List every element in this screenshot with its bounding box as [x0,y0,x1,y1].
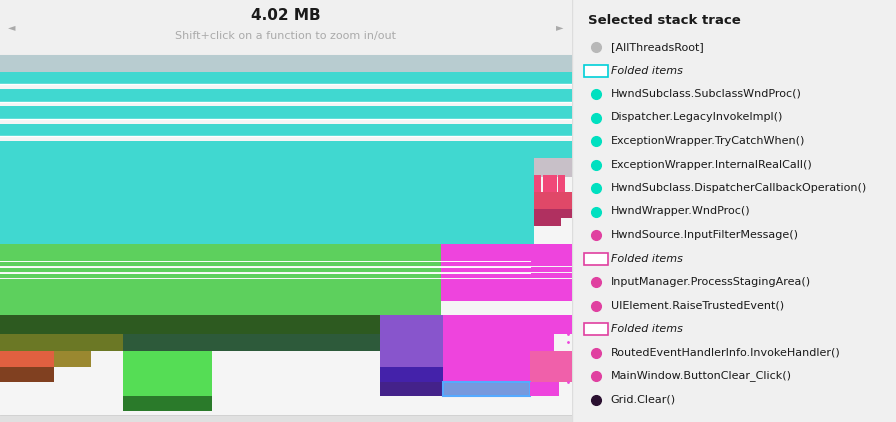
Bar [442,261,530,266]
Bar [380,315,443,333]
Bar [0,315,380,333]
Text: ◄: ◄ [8,22,15,32]
Bar [443,381,530,396]
Bar [0,273,442,279]
Text: Folded items: Folded items [610,324,683,334]
Bar [443,351,530,367]
Bar [535,192,572,211]
Bar [558,175,564,192]
Bar [123,351,211,367]
Bar [0,333,123,351]
Bar [443,367,530,381]
Bar [530,267,572,272]
Bar [0,261,442,266]
Text: HwndSubclass.SubclassWndProc(): HwndSubclass.SubclassWndProc() [610,89,801,99]
Bar [0,0,572,55]
Bar [0,55,572,415]
Bar [123,396,211,411]
Text: Folded items: Folded items [610,254,683,263]
Bar [442,243,572,264]
Text: ExceptionWrapper.TryCatchWhen(): ExceptionWrapper.TryCatchWhen() [610,136,805,146]
Bar [530,367,572,381]
Bar [530,273,572,279]
Bar [442,267,530,272]
Text: 4.02 MB: 4.02 MB [251,8,321,24]
Text: HwndSubclass.DispatcherCallbackOperation(): HwndSubclass.DispatcherCallbackOperation… [610,183,866,193]
Bar [0,267,442,272]
Bar [0,106,572,119]
Bar [530,333,547,351]
Bar [530,381,559,396]
Text: Dispatcher.LegacyInvokeImpl(): Dispatcher.LegacyInvokeImpl() [610,113,783,122]
Text: ExceptionWrapper.InternalRealCall(): ExceptionWrapper.InternalRealCall() [610,160,813,170]
Bar [535,158,572,177]
Text: ►: ► [556,22,564,32]
Text: Folded items: Folded items [610,65,683,76]
Bar [0,55,572,72]
Bar [443,333,530,351]
Bar [584,323,607,335]
Bar [530,333,555,351]
Bar [0,351,55,367]
Text: RoutedEventHandlerInfo.InvokeHandler(): RoutedEventHandlerInfo.InvokeHandler() [610,347,840,357]
Bar [380,333,443,351]
Bar [0,227,535,243]
Bar [55,351,91,367]
Text: Grid.Clear(): Grid.Clear() [610,395,676,405]
Bar [535,209,550,227]
Bar [443,315,572,333]
Bar [0,89,572,102]
Bar [0,415,572,422]
Text: Selected stack trace: Selected stack trace [588,14,741,27]
Bar [530,333,538,351]
Bar [543,175,550,192]
Bar [0,124,572,136]
Bar [0,141,572,160]
Bar [0,209,535,227]
Bar [380,381,443,396]
Bar [584,252,607,265]
Bar [123,333,380,351]
Text: InputManager.ProcessStagingArea(): InputManager.ProcessStagingArea() [610,277,811,287]
Bar [380,351,443,370]
Bar [380,367,443,381]
Bar [584,65,607,76]
Text: HwndWrapper.WndProc(): HwndWrapper.WndProc() [610,206,750,216]
Bar [0,175,535,192]
Bar [550,209,562,227]
Text: [AllThreadsRoot]: [AllThreadsRoot] [610,42,703,52]
Bar [123,367,211,381]
Bar [535,209,572,218]
Text: UIElement.RaiseTrustedEvent(): UIElement.RaiseTrustedEvent() [610,300,784,311]
Bar [0,158,535,177]
Text: HwndSource.InputFilterMessage(): HwndSource.InputFilterMessage() [610,230,798,240]
Bar [530,261,572,266]
Bar [550,175,557,192]
Bar [442,273,530,279]
Bar [0,192,535,211]
Bar [0,72,572,84]
Bar [0,296,442,315]
Bar [0,367,55,381]
Bar [0,279,442,296]
Bar [530,351,572,367]
Bar [442,279,572,301]
Bar [443,333,530,342]
Bar [123,381,211,396]
Text: MainWindow.ButtonClear_Click(): MainWindow.ButtonClear_Click() [610,371,791,381]
Bar [0,243,442,264]
Bar [535,175,541,192]
Text: Shift+click on a function to zoom in/out: Shift+click on a function to zoom in/out [176,31,396,41]
